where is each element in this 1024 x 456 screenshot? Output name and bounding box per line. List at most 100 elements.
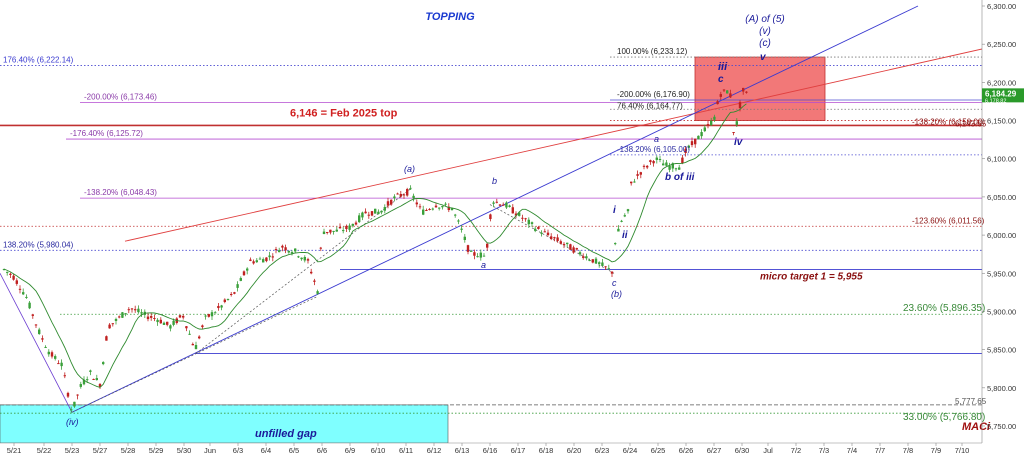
candle-body: [207, 314, 210, 317]
x-tick-label: 7/7: [875, 446, 885, 455]
wave-i-label: i: [613, 205, 616, 216]
candle-body: [153, 318, 156, 320]
fib-level-label: -138.20% (6,048.43): [84, 188, 157, 197]
candle-body: [2, 269, 6, 271]
candle-body: [537, 226, 540, 229]
x-tick-label: 6/26: [679, 446, 694, 455]
x-tick-label: 6/6: [317, 446, 327, 455]
fib-level-label: 176.40% (6,222.14): [3, 55, 74, 64]
candle-body: [390, 199, 393, 205]
candle-body: [726, 90, 729, 94]
candle-body: [521, 217, 524, 219]
candle-body: [530, 222, 534, 224]
candle-body: [406, 189, 409, 196]
candle-body: [598, 262, 601, 264]
candle-body: [130, 308, 134, 310]
candle-body: [82, 379, 86, 385]
candle-body: [326, 231, 329, 233]
candle-body: [114, 318, 118, 321]
y-tick-label: 6,000.00: [987, 231, 1016, 240]
candle-body: [319, 247, 322, 249]
x-tick-label: 5/29: [149, 446, 164, 455]
x-tick-label: 6/16: [483, 446, 498, 455]
candle-body: [415, 202, 418, 205]
fib-level-label: -200.00% (6,176.90): [617, 90, 690, 99]
candle-body: [566, 242, 569, 245]
candle-body: [604, 266, 607, 268]
candle-body: [31, 314, 34, 316]
candle-body: [745, 91, 748, 93]
candle-body: [44, 346, 47, 348]
candle-body: [76, 394, 79, 396]
candle-body: [713, 116, 716, 120]
candle-body: [268, 255, 271, 258]
candle-body: [444, 203, 447, 205]
unfilled-gap-label: unfilled gap: [255, 428, 317, 440]
candle-body: [249, 259, 252, 261]
candle-body: [47, 351, 50, 355]
wave-b-of-iii-label: b of iii: [665, 172, 695, 183]
candle-body: [438, 207, 441, 209]
fib-level-label: -138.20% (6,105.00): [617, 145, 690, 154]
candle-body: [198, 336, 201, 339]
wave-count-label: (v): [759, 26, 771, 37]
candle-body: [546, 232, 550, 236]
candle-body: [470, 250, 473, 252]
candle-body: [252, 261, 255, 264]
candle-body: [396, 193, 399, 195]
trend-line: [195, 187, 413, 354]
candle-body: [742, 87, 745, 92]
candle-body: [636, 174, 639, 176]
candle-body: [18, 288, 22, 290]
fib-level-label: -176.40% (6,125.72): [70, 129, 143, 138]
candle-body: [226, 299, 230, 301]
y-tick-label: 6,150.00: [987, 117, 1016, 126]
x-tick-label: Jul: [763, 446, 773, 455]
candle-body: [562, 243, 566, 245]
candle-body: [6, 271, 9, 273]
candle-body: [351, 223, 354, 226]
wave-a-label: a: [654, 134, 659, 144]
fib-level-label: 100.00% (6,233.12): [617, 47, 688, 56]
candle-body: [418, 206, 422, 208]
candle-body: [274, 249, 278, 251]
candle-body: [367, 214, 370, 216]
candle-body: [559, 241, 562, 244]
x-tick-label: 5/21: [7, 446, 22, 455]
candle-body: [118, 316, 121, 318]
candle-body: [201, 325, 204, 328]
candle-body: [582, 256, 585, 258]
candle-body: [313, 280, 316, 282]
candle-body: [121, 312, 124, 318]
y-tick-label: 6,300.00: [987, 2, 1016, 11]
fib-level-label: 138.20% (5,980.04): [3, 240, 74, 249]
candle-body: [258, 258, 262, 260]
candle-body: [242, 271, 246, 276]
candle-body: [217, 305, 220, 309]
maci-label: MACi: [962, 421, 991, 433]
candle-body: [66, 392, 70, 397]
candle-body: [127, 309, 130, 311]
candle-body: [294, 248, 297, 252]
candle-body: [303, 256, 306, 261]
candle-body: [674, 168, 678, 170]
candle-body: [518, 212, 521, 216]
candle-body: [28, 302, 31, 309]
candle-body: [655, 157, 658, 160]
chart-title: TOPPING: [425, 11, 475, 23]
candle-body: [441, 206, 444, 208]
fib-level-label: 5,777.65: [955, 397, 987, 406]
candle-body: [735, 121, 738, 125]
candle-body: [230, 293, 233, 295]
candle-body: [665, 162, 668, 166]
candle-body: [617, 228, 620, 232]
fib-level-label: -123.60% (6,011.56): [912, 216, 985, 225]
candle-body: [569, 244, 572, 250]
candle-body: [710, 120, 713, 126]
candle-body: [166, 321, 169, 325]
candle-body: [482, 255, 486, 257]
candle-body: [182, 315, 185, 318]
candle-body: [402, 194, 406, 196]
candle-body: [463, 236, 466, 241]
